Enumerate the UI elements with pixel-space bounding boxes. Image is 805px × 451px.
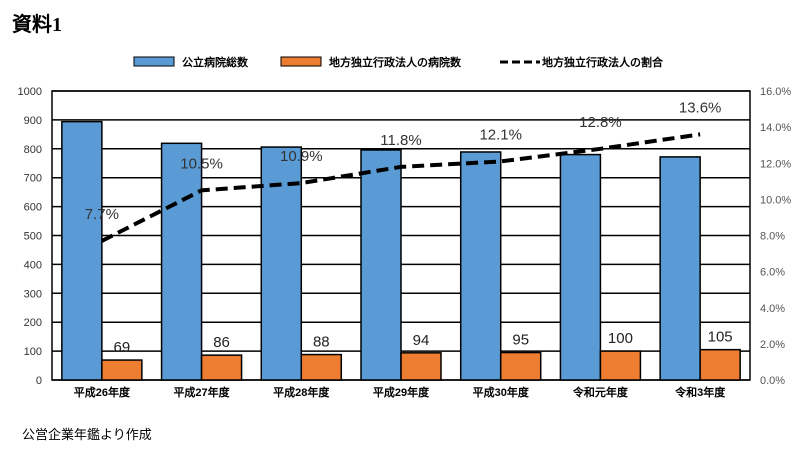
y-left-tick: 100 bbox=[24, 346, 42, 358]
ratio-data-label: 11.8% bbox=[380, 132, 421, 149]
bar-independent bbox=[300, 353, 343, 381]
ratio-line bbox=[100, 132, 701, 243]
y-right-tick: 4.0% bbox=[760, 303, 785, 315]
bar-independent bbox=[499, 351, 542, 381]
bar-data-label: 94 bbox=[413, 332, 430, 349]
y-left-tick: 400 bbox=[24, 259, 42, 271]
bar-data-label: 69 bbox=[114, 339, 131, 356]
document-title: 資料1 bbox=[12, 14, 62, 36]
y-left-tick: 700 bbox=[24, 173, 42, 185]
x-tick: 平成30年度 bbox=[473, 385, 530, 399]
y-left-tick: 600 bbox=[24, 202, 42, 214]
ratio-data-label: 13.6% bbox=[679, 99, 722, 116]
ratio-data-label: 12.8% bbox=[579, 114, 622, 131]
x-tick: 令和3年度 bbox=[674, 385, 726, 399]
bar-data-label: 100 bbox=[608, 330, 633, 347]
bar-independent bbox=[200, 354, 243, 381]
bar-data-label: 105 bbox=[708, 329, 733, 346]
ratio-data-label: 10.5% bbox=[180, 155, 223, 172]
y-right-tick: 16.0% bbox=[760, 86, 791, 98]
y-left-tick: 0 bbox=[36, 375, 42, 387]
x-tick: 平成29年度 bbox=[373, 385, 430, 399]
y-left-tick: 200 bbox=[24, 317, 42, 329]
y-right-tick: 10.0% bbox=[760, 194, 791, 206]
legend-swatch bbox=[133, 56, 175, 67]
y-right-tick: 2.0% bbox=[760, 339, 785, 351]
y-left-tick: 500 bbox=[24, 231, 42, 243]
bar-independent bbox=[400, 352, 442, 381]
y-right-tick: 12.0% bbox=[760, 158, 791, 170]
x-tick: 平成28年度 bbox=[273, 385, 330, 399]
legend-swatch bbox=[280, 56, 322, 67]
y-right-tick: 6.0% bbox=[760, 267, 785, 279]
bar-independent bbox=[599, 350, 642, 381]
x-tick: 令和元年度 bbox=[572, 385, 629, 399]
y-right-tick: 14.0% bbox=[760, 122, 791, 134]
bar-total bbox=[459, 151, 502, 381]
bar-data-label: 88 bbox=[313, 334, 330, 351]
y-left-tick: 900 bbox=[24, 115, 42, 127]
bar-total bbox=[659, 156, 701, 381]
legend-label: 公立病院総数 bbox=[182, 55, 249, 69]
source-note: 公営企業年鑑より作成 bbox=[22, 427, 152, 442]
y-right-tick: 8.0% bbox=[760, 231, 785, 243]
x-tick: 平成27年度 bbox=[173, 385, 230, 399]
bar-independent bbox=[699, 348, 741, 381]
y-right-tick: 0.0% bbox=[760, 375, 785, 387]
bar-total bbox=[559, 153, 602, 381]
bar-total bbox=[360, 149, 402, 381]
y-left-tick: 1000 bbox=[18, 86, 42, 98]
bar-data-label: 86 bbox=[213, 334, 230, 351]
x-tick: 平成26年度 bbox=[74, 385, 131, 399]
bar-independent bbox=[101, 359, 143, 381]
y-left-tick: 300 bbox=[24, 288, 42, 300]
bar-total bbox=[61, 120, 103, 381]
bar-data-label: 95 bbox=[512, 332, 529, 349]
legend-label: 地方独立行政法人の病院数 bbox=[329, 55, 462, 69]
bar-total bbox=[160, 142, 203, 381]
ratio-data-label: 7.7% bbox=[85, 206, 119, 223]
ratio-data-label: 10.9% bbox=[280, 148, 323, 165]
ratio-data-label: 12.1% bbox=[479, 126, 522, 143]
legend-label: 地方独立行政法人の割合 bbox=[542, 55, 664, 69]
y-left-tick: 800 bbox=[24, 144, 42, 156]
